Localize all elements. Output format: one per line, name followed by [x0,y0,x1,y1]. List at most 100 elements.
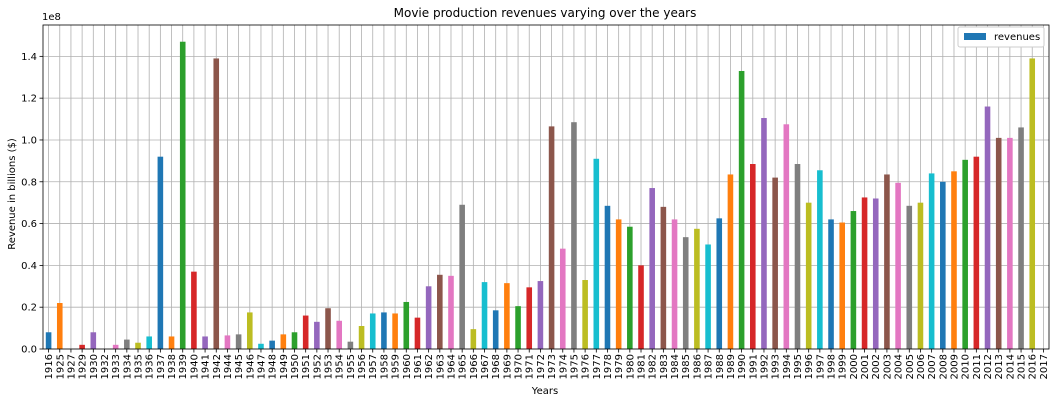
y-tick-label: 0.4 [21,261,37,272]
bar-1934 [124,339,130,349]
bar-2007 [928,173,935,349]
x-tick-label: 1965 [458,354,469,379]
bar-1952 [314,321,320,349]
x-tick-label: 2016 [1028,354,1039,379]
x-tick-label: 1964 [446,354,457,379]
bar-1942 [213,58,220,349]
bars [45,41,1036,350]
bar-1935 [135,342,141,349]
bar-1978 [604,205,611,349]
x-tick-label: 1996 [804,354,815,379]
bar-1994 [783,124,790,350]
x-tick-label: 2008 [938,354,949,379]
x-tick-label: 1955 [346,354,357,379]
bar-2016 [1029,58,1036,349]
x-tick-label: 1974 [558,354,569,379]
x-tick-label: 2011 [972,354,983,379]
bar-1951 [302,315,309,349]
bar-1945 [235,334,242,349]
bar-1984 [671,219,678,349]
bar-2000 [850,211,857,349]
x-tick-label: 1935 [134,354,145,379]
x-tick-label: 2002 [871,354,882,379]
bar-1970 [515,306,521,349]
bar-1976 [582,280,588,349]
x-tick-label: 1985 [681,354,692,379]
x-tick-label: 1937 [156,354,167,379]
bar-2001 [861,197,868,349]
bar-2011 [973,156,980,349]
x-tick-label: 1939 [178,354,189,379]
bar-1975 [571,122,577,349]
bar-1941 [202,336,208,349]
bar-2008 [940,181,946,349]
x-tick-label: 1933 [111,354,122,379]
bar-1992 [761,118,767,350]
x-tick-label: 1951 [301,354,312,379]
x-tick-label: 2006 [916,354,927,379]
x-tick-label: 2005 [905,354,916,379]
x-tick-label: 1916 [44,354,55,379]
x-tick-label: 1936 [145,354,156,379]
bar-2003 [884,174,890,349]
bar-1977 [593,158,600,349]
x-tick-label: 1966 [469,354,480,379]
x-tick-label: 1968 [491,354,502,379]
bar-1998 [828,219,834,349]
legend-entry-revenues: revenues [994,32,1040,43]
x-tick-label: 2010 [961,354,972,379]
bar-1925 [56,303,63,349]
y-tick-label: 0.2 [21,303,37,314]
bar-2012 [984,106,991,349]
x-tick-label: 2004 [894,354,905,379]
legend: revenues [957,26,1045,48]
x-tick-label: 2015 [1017,354,1028,379]
bar-1936 [146,336,152,349]
x-tick-label: 1972 [536,354,547,379]
bar-1965 [459,204,465,349]
x-tick-label: 1998 [827,354,838,379]
bar-1957 [369,313,376,349]
bar-1966 [470,329,477,349]
x-tick-label: 1973 [547,354,558,379]
bar-1988 [716,218,723,349]
bar-1997 [817,170,823,349]
bar-2004 [895,182,901,349]
bar-1954 [336,320,343,349]
x-tick-label: 1953 [324,354,335,379]
bar-1996 [805,202,812,349]
bar-2010 [962,159,968,349]
x-tick-label: 1952 [312,354,323,379]
y-tick-label: 0.8 [21,177,37,188]
x-tick-label: 1981 [637,354,648,379]
x-tick-label: 1987 [704,354,715,379]
bar-1990 [738,70,745,350]
bar-1981 [638,265,644,349]
bar-1953 [325,308,331,349]
x-tick-label: 1982 [648,354,659,379]
x-tick-label: 1958 [379,354,390,379]
x-tick-label: 1990 [737,354,748,379]
x-tick-label: 1975 [569,354,580,379]
x-tick-label: 1944 [223,354,234,379]
x-tick-label: 2013 [994,354,1005,379]
x-tick-label: 1950 [290,354,301,379]
bar-1946 [246,312,253,349]
x-tick-label: 1956 [357,354,368,379]
x-tick-label: 1932 [100,354,111,379]
x-tick-label: 1991 [748,354,759,379]
x-tick-label: 1967 [480,354,491,379]
y-axis-label: Revenue in billions ($) [7,138,18,250]
bar-2005 [906,205,913,349]
x-tick-label: 1940 [189,354,200,379]
bar-1972 [537,281,544,349]
bar-1929 [79,344,85,349]
bar-1938 [168,336,175,349]
legend-box [957,26,1045,48]
x-tick-label: 1957 [368,354,379,379]
bar-1940 [191,271,197,349]
bar-1980 [627,226,633,349]
bar-1961 [414,317,421,349]
bar-1949 [280,334,287,349]
